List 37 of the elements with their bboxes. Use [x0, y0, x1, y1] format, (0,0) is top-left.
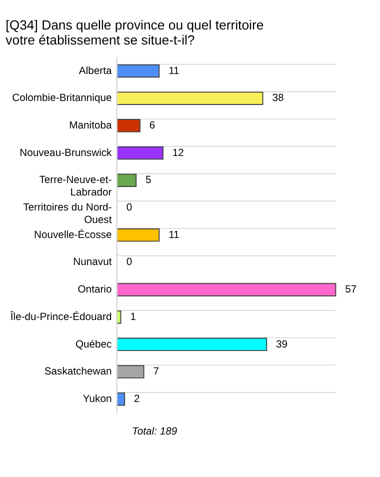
y-tick-label: Nouvelle-Écosse: [34, 228, 112, 241]
y-tick-label: Ontario: [78, 284, 112, 296]
y-tick-label: Alberta: [78, 66, 112, 77]
y-tick-label: Territoires du Nord-Ouest: [23, 202, 112, 226]
y-tick-label: Québec: [75, 339, 112, 350]
bar: [116, 228, 160, 242]
y-tick-label: Terre-Neuve-et-Labrador: [39, 175, 112, 198]
data-label: 6: [149, 120, 156, 132]
data-label: 0: [126, 202, 132, 214]
data-label: 1: [130, 312, 136, 323]
y-tick-label: Nunavut: [73, 257, 112, 268]
data-label: 0: [126, 257, 132, 268]
data-label: 12: [172, 148, 184, 159]
y-tick-label: Île-du-Prince-Édouard: [9, 310, 112, 323]
bar: [116, 338, 268, 352]
data-label: 11: [168, 66, 180, 77]
bar: [116, 64, 160, 78]
y-tick-label: Colombie-Britannique: [12, 93, 112, 104]
bar: [116, 283, 336, 296]
bar: [116, 146, 164, 160]
data-label: 2: [134, 394, 140, 405]
data-label: 38: [272, 93, 284, 104]
data-label: 57: [345, 284, 357, 296]
bar: [116, 92, 264, 105]
bar: [116, 174, 137, 187]
bar: [116, 119, 140, 132]
data-label: 7: [153, 366, 160, 378]
text: Total: 189: [132, 426, 178, 438]
y-tick-label: Manitoba: [69, 120, 112, 132]
y-tick-label: Saskatchewan: [44, 366, 112, 378]
data-label: 5: [146, 175, 152, 186]
chart-title: [Q34] Dans quelle province ou quel territoire votre établissement se situe-t-il?: [6, 17, 264, 48]
data-label: 39: [276, 339, 288, 350]
bar: [116, 365, 144, 378]
y-tick-label: Nouveau-Brunswick: [20, 148, 113, 159]
y-tick-label: Yukon: [82, 394, 112, 405]
data-label: 11: [168, 230, 180, 241]
